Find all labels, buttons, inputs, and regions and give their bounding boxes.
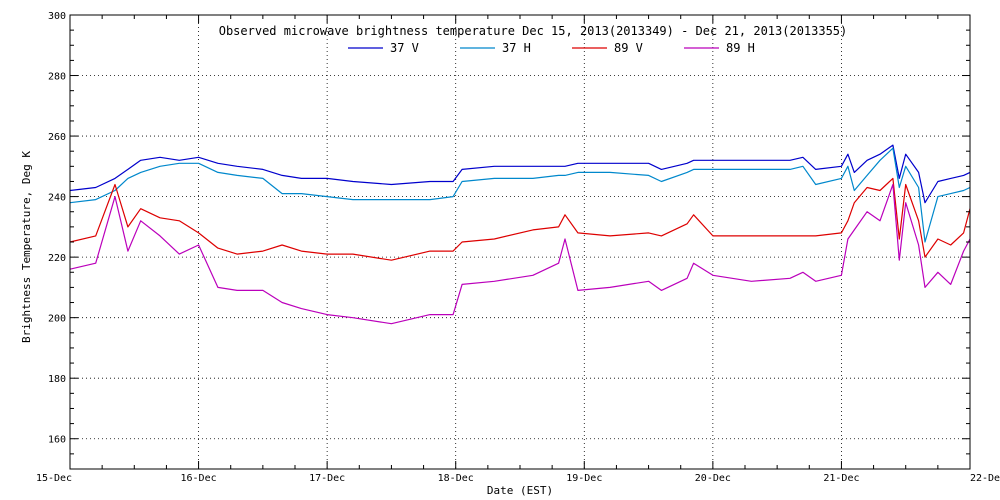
x-tick-label: 20-Dec <box>695 473 731 484</box>
legend-label: 37 H <box>502 41 531 55</box>
legend-label: 89 V <box>614 41 643 55</box>
y-tick-label: 160 <box>48 435 66 446</box>
series-line-89-h <box>69 183 971 325</box>
legend: 37 V 37 H 89 V 89 H <box>348 41 755 55</box>
x-tick-label: 22-Dec <box>970 473 1000 484</box>
legend-label: 89 H <box>726 41 755 55</box>
x-tick-label: 19-Dec <box>566 473 602 484</box>
y-tick-label: 200 <box>48 314 66 325</box>
legend-label: 37 V <box>390 41 419 55</box>
axis-ticks: 160 180 200 220 240 260 280 300 15-Dec 16-Dec 17-D… <box>36 11 1000 484</box>
y-tick-label: 280 <box>48 72 66 83</box>
y-tick-label: 300 <box>48 11 66 22</box>
x-tick-label: 16-Dec <box>181 473 217 484</box>
x-tick-label: 21-Dec <box>823 473 859 484</box>
plot-frame <box>69 14 971 470</box>
series-line-37-h <box>69 147 971 243</box>
series-line-37-v <box>69 144 971 204</box>
series-lines <box>69 144 971 325</box>
series-line-89-v <box>69 177 971 261</box>
chart-title: Observed microwave brightness temperatur… <box>219 24 848 38</box>
y-tick-label: 180 <box>48 374 66 385</box>
x-tick-label: 17-Dec <box>309 473 345 484</box>
grid-lines <box>70 15 970 469</box>
y-axis-title: Brightness Temperature, Deg K <box>20 151 33 343</box>
y-tick-label: 220 <box>48 253 66 264</box>
x-axis-title: Date (EST) <box>487 484 553 497</box>
y-tick-label: 240 <box>48 193 66 204</box>
y-tick-label: 260 <box>48 132 66 143</box>
x-tick-label: 18-Dec <box>438 473 474 484</box>
x-tick-label: 15-Dec <box>36 473 72 484</box>
